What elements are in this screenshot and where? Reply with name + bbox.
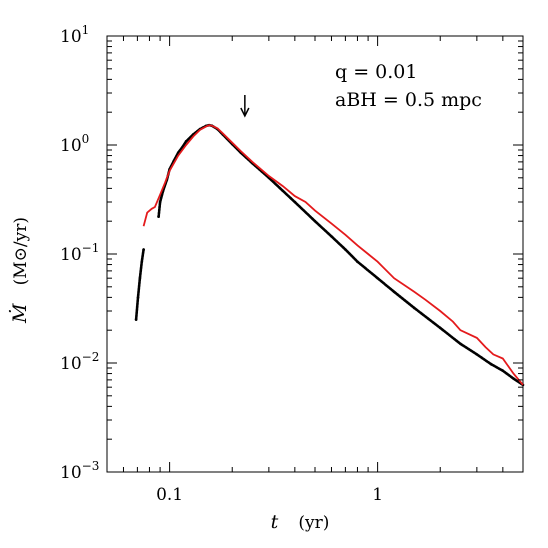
series-black-point [475,353,479,356]
y-tick-label: 100 [60,132,89,156]
series-black-point [138,276,142,280]
series-black-point [356,260,359,263]
y-axis-label: Ṁ (M⊙/yr) [8,217,31,324]
annotation-q: q = 0.01 [335,61,417,83]
y-tick-label: 101 [60,23,89,47]
x-axis-symbol: t [271,511,279,533]
series-black-point [184,140,188,143]
series-black-point [313,219,317,223]
series-black-point [293,200,297,204]
series-black-point [501,369,505,372]
ticks-group: 10−3 10−2 10−1 100 101 0.1 1 [60,23,524,505]
x-axis-label: t (yr) [271,511,330,533]
series-black-point [281,189,285,193]
y-axis-unit: (M⊙/yr) [11,217,31,285]
y-tick-label: 10−3 [60,459,99,483]
series-black-line-1 [157,123,525,387]
x-tick-label: 0.1 [156,485,183,505]
series-black-point [344,248,347,251]
x-axis-unit: (yr) [298,513,329,533]
peak-arrow-icon [240,95,250,118]
series-black-point [438,326,442,330]
series-black-point [489,362,493,366]
y-axis-symbol: Ṁ [8,303,31,324]
series-black-point [412,306,416,310]
x-tick-label: 1 [372,485,383,505]
series-black-point [330,235,333,238]
y-tick-label: 10−1 [60,241,99,265]
series-black-point [376,276,379,280]
series-black-line-0 [134,248,145,321]
series-black-point [158,200,162,204]
series-black-point [512,377,515,380]
arrow-head [240,107,250,118]
labels-group: t (yr) Ṁ (M⊙/yr) q = 0.01 aBH = 0.5 mpc [8,61,482,533]
annotation-abh: aBH = 0.5 mpc [335,89,482,111]
y-tick-label: 10−2 [60,350,99,374]
series-black-point [142,248,145,251]
series-red-line [142,124,524,386]
series-black-point [157,215,160,218]
series-group [134,123,525,387]
series-black-point [136,296,140,299]
series-black-point [140,260,144,263]
series-black-point [459,342,462,346]
series-black-point [392,290,396,294]
series-black-point [134,318,138,321]
